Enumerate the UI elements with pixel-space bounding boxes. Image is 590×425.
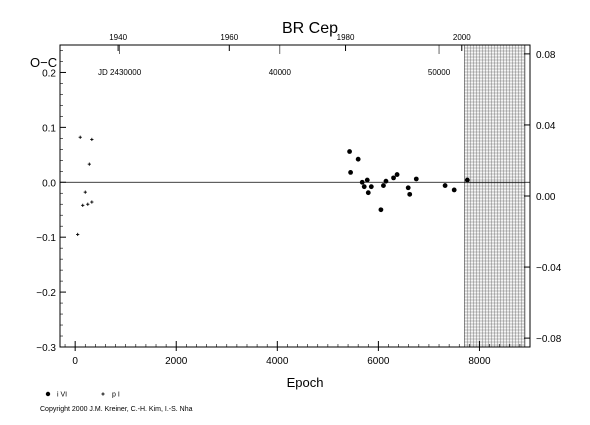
grid-region-box bbox=[464, 44, 526, 348]
year-tick-label: 1940 bbox=[109, 33, 127, 42]
legend: i VI p I bbox=[45, 391, 120, 399]
x-tick-label: 8000 bbox=[468, 356, 491, 367]
legend-marker-vi bbox=[45, 391, 51, 397]
data-point-vi bbox=[347, 149, 352, 154]
copyright-note: Copyright 2000 J.M. Kreiner, C.-H. Kim, … bbox=[40, 406, 193, 413]
y-left-tick-label: 0.0 bbox=[42, 178, 56, 189]
data-point-pi bbox=[90, 137, 94, 142]
legend-label: p I bbox=[112, 392, 120, 399]
data-point-vi bbox=[348, 169, 353, 175]
year-tick-label: 1960 bbox=[220, 33, 238, 42]
axes: 0 2000 4000 6000 8000 0.2 0.1 0.0 −0.1 −0.2 −0.3 0.… bbox=[36, 33, 561, 367]
data-point-vi bbox=[383, 178, 389, 184]
data-point-pi bbox=[81, 203, 85, 207]
data-point-vi bbox=[442, 183, 448, 188]
y-left-tick-label: 0.1 bbox=[42, 123, 56, 134]
y-right-tick-label: 0.08 bbox=[536, 50, 556, 61]
data-point-pi bbox=[83, 190, 87, 194]
data-point-pi bbox=[90, 200, 94, 204]
data-point-vi bbox=[391, 175, 396, 181]
data-point-pi bbox=[76, 232, 80, 237]
y-left-tick-label: 0.2 bbox=[42, 68, 56, 79]
data-point-vi bbox=[413, 176, 419, 182]
data-point-vi bbox=[405, 185, 411, 191]
data-point-vi bbox=[394, 172, 400, 177]
data-point-vi bbox=[364, 177, 370, 183]
x-tick-label: 4000 bbox=[266, 356, 289, 367]
x-tick-label: 6000 bbox=[367, 356, 390, 367]
jd-tick-label: 50000 bbox=[428, 68, 451, 77]
data-points bbox=[76, 135, 470, 237]
y-right-tick-label: −0.04 bbox=[536, 263, 562, 274]
jd-tick-label: JD 2430000 bbox=[98, 68, 142, 77]
y-right-tick-label: 0.04 bbox=[536, 121, 556, 132]
y-left-tick-label: −0.3 bbox=[36, 343, 56, 354]
data-point-vi bbox=[464, 177, 470, 183]
data-point-pi bbox=[87, 162, 91, 166]
data-point-vi bbox=[368, 184, 374, 190]
chart-title: BR Cep bbox=[282, 20, 338, 37]
y-left-tick-label: −0.2 bbox=[36, 288, 56, 299]
legend-label: i VI bbox=[57, 392, 67, 399]
data-point-vi bbox=[355, 156, 361, 162]
data-point-vi bbox=[451, 187, 457, 193]
jd-tick-label: 40000 bbox=[269, 68, 292, 77]
y-right-tick-label: 0.00 bbox=[536, 192, 556, 203]
data-point-vi bbox=[378, 207, 384, 213]
x-tick-label: 2000 bbox=[165, 356, 188, 367]
data-point-vi bbox=[365, 190, 371, 196]
y-right-tick-label: −0.08 bbox=[536, 334, 562, 345]
hatched-grid-region bbox=[464, 44, 526, 348]
y-left-tick-label: −0.1 bbox=[36, 233, 56, 244]
data-point-pi bbox=[86, 202, 90, 206]
x-tick-label: 0 bbox=[72, 356, 78, 367]
year-tick-label: 2000 bbox=[453, 33, 471, 42]
x-axis-label: Epoch bbox=[287, 375, 324, 390]
data-point-pi bbox=[78, 135, 82, 139]
data-point-vi bbox=[361, 184, 367, 190]
data-point-vi bbox=[381, 183, 386, 188]
year-tick-label: 1980 bbox=[337, 33, 355, 42]
y-axis-label: O−C bbox=[30, 55, 57, 70]
data-point-vi bbox=[359, 179, 365, 185]
data-point-vi bbox=[407, 191, 413, 197]
